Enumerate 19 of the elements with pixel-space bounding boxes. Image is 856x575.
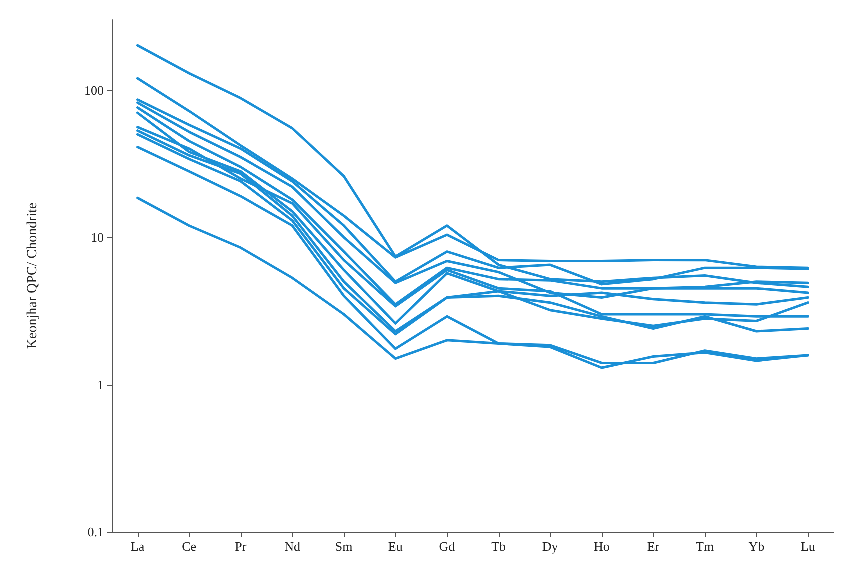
x-tick-label: Lu — [800, 539, 816, 554]
x-tick-label: Pr — [235, 539, 248, 554]
x-tick-label: Tm — [696, 539, 714, 554]
y-tick-label: 1 — [98, 377, 104, 392]
x-tick-label: Nd — [284, 539, 301, 554]
y-tick-label: 100 — [84, 82, 104, 98]
x-tick-label: Ce — [182, 539, 197, 554]
y-tick-label: 0.1 — [88, 524, 104, 540]
x-tick-label: Eu — [388, 539, 404, 554]
x-tick-label: Ho — [594, 539, 610, 554]
y-tick-label: 10 — [91, 230, 104, 246]
x-tick-label: Dy — [542, 539, 559, 554]
x-tick-label: La — [130, 539, 145, 554]
x-tick-label: Gd — [439, 539, 456, 554]
x-tick-label: Yb — [748, 539, 765, 554]
y-axis-title: Keonjhar QPC/ Chondrite — [26, 202, 40, 350]
x-tick-label: Tb — [492, 539, 506, 554]
x-tick-label: Er — [647, 539, 660, 554]
x-tick-label: Sm — [335, 539, 353, 554]
